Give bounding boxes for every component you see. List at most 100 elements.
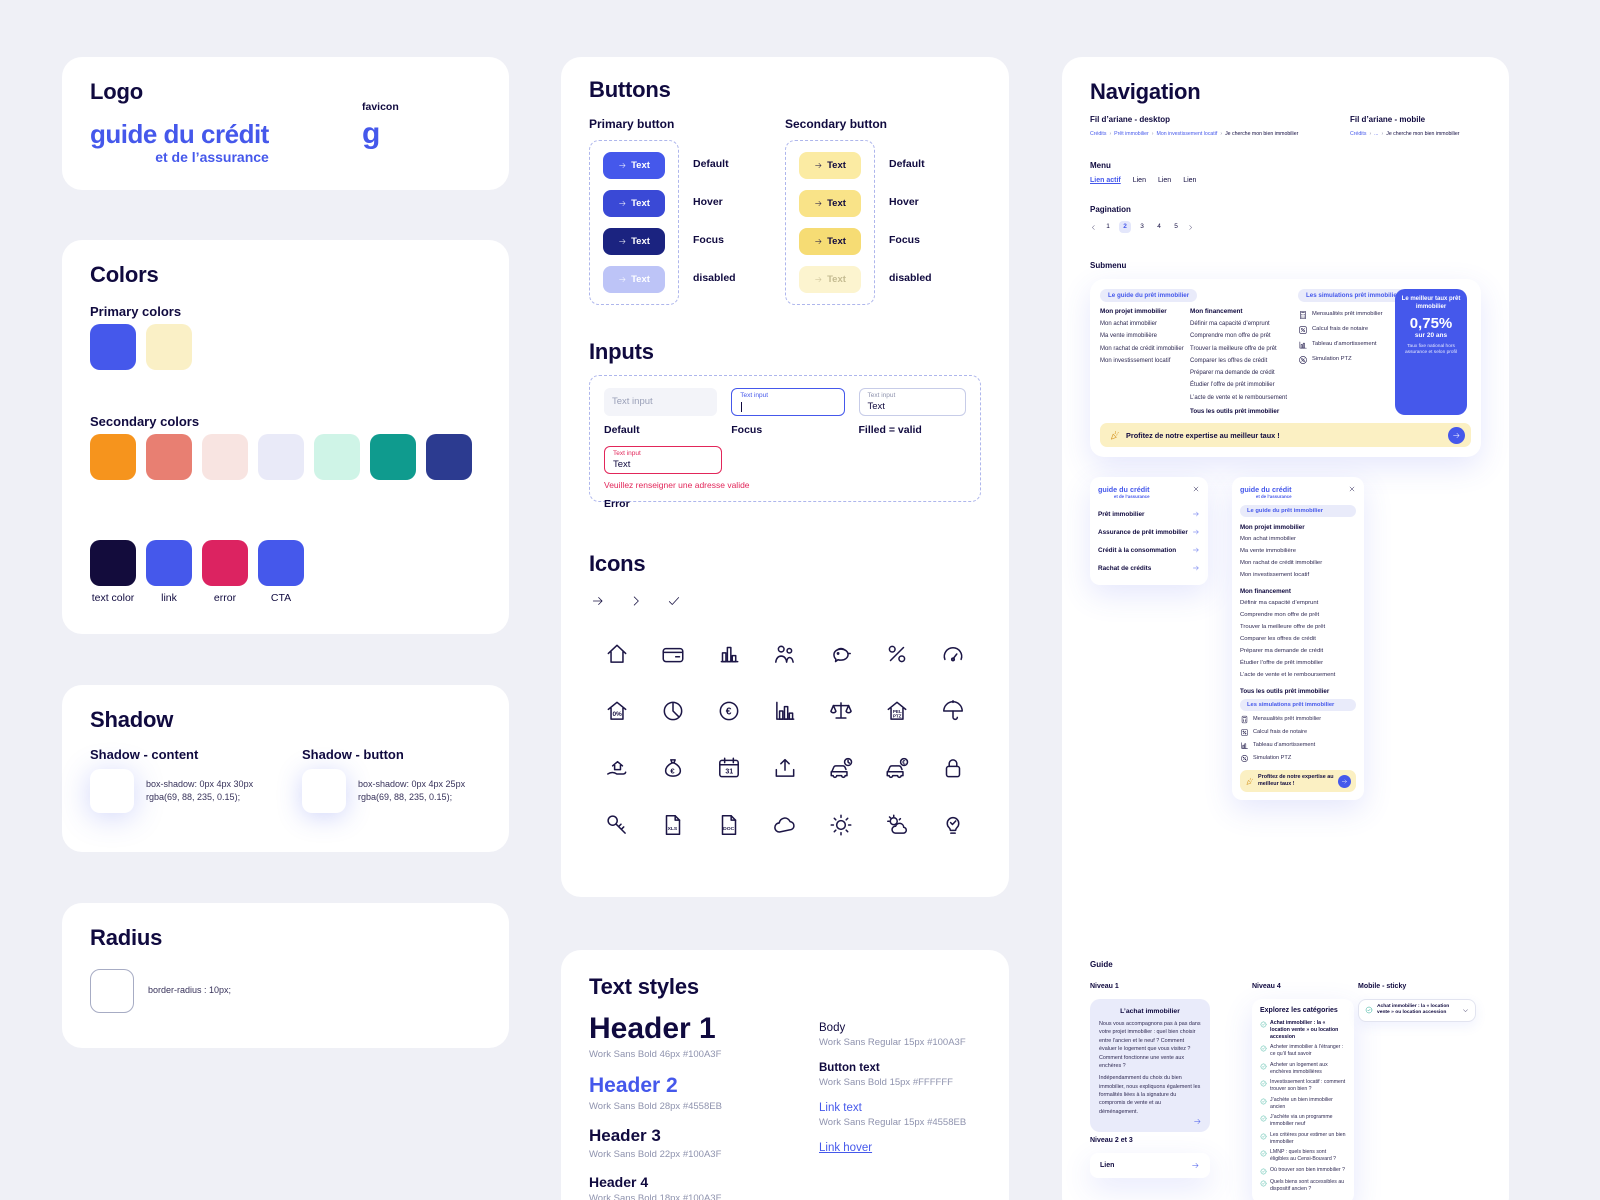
mobile-sim-link[interactable]: Simulation PTZ [1240,754,1356,763]
text-input-focus[interactable]: Text input [731,388,845,416]
pagination-page[interactable]: 3 [1140,223,1144,230]
menu-link[interactable]: Lien [1183,177,1197,184]
text-input-default[interactable]: Text input [604,388,718,416]
category-link[interactable]: Acheter immobilier à l’étranger : ce qu’… [1260,1044,1346,1058]
mobile-sticky-dropdown[interactable]: Achat immobilier : la « location vente »… [1358,999,1476,1022]
close-icon[interactable] [1192,485,1200,493]
chevron-down-icon[interactable] [1462,1007,1469,1014]
secondary-button-focus[interactable]: Text [799,228,861,255]
mobile-tools-link[interactable]: Tous les outils prêt immobilier [1240,688,1330,695]
guide-niveau1-card[interactable]: L’achat immobilier Nous vous accompagnon… [1090,999,1210,1133]
pagination-prev-icon[interactable] [1090,224,1097,231]
mobile-sim-link[interactable]: Tableau d’amortissement [1240,741,1356,750]
breadcrumb-link[interactable]: Je cherche mon bien immobilier [1217,131,1298,137]
category-link[interactable]: Où trouver son bien immobilier ? [1260,1167,1346,1175]
submenu-guide-pill[interactable]: Le guide du prêt immobilier [1100,289,1198,302]
mobile-menu-item[interactable]: Crédit à la consommation [1098,541,1200,559]
submenu-tools-link[interactable]: Tous les outils prêt immobilier [1190,408,1280,416]
menu-link[interactable]: Lien [1157,177,1172,184]
mobile-menu-link[interactable]: Trouver la meilleure offre de prêt [1240,624,1326,630]
submenu-link[interactable]: Mon achat immobilier [1100,321,1158,327]
breadcrumb-link[interactable]: Crédits [1090,131,1107,137]
mobile-menu-link[interactable]: Préparer ma demande de crédit [1240,648,1324,654]
mobile-cta-banner[interactable]: Profitez de notre expertise au meilleur … [1240,770,1356,793]
cta-banner[interactable]: Profitez de notre expertise au meilleur … [1100,423,1471,448]
mobile-menu-link[interactable]: Mon rachat de crédit immobilier [1240,560,1323,566]
breadcrumb-link[interactable]: Mon investissement locatif [1149,131,1218,137]
category-link[interactable]: Quels biens sont accessibles au disposit… [1260,1179,1346,1193]
best-rate-promo-card[interactable]: Le meilleur taux prêt immobilier 0,75% s… [1395,289,1467,416]
category-link[interactable]: Investissement locatif : comment trouver… [1260,1079,1346,1093]
pagination-page[interactable]: 4 [1157,223,1161,230]
breadcrumb-link[interactable]: Prêt immobilier [1106,131,1149,137]
mobile-menu-link[interactable]: Ma vente immobilière [1240,548,1296,554]
submenu-link[interactable]: Mon investissement locatif [1100,357,1171,364]
text-input-filled[interactable]: Text input Text [858,388,966,416]
submenu-link[interactable]: Trouver la meilleure offre de prêt [1190,345,1277,352]
mobile-guide-pill[interactable]: Le guide du prêt immobilier [1240,505,1356,517]
submenu-link[interactable]: L’acte de vente et le remboursement [1190,394,1288,401]
mobile-sim-link[interactable]: Calcul frais de notaire [1240,728,1356,737]
category-link[interactable]: Les critères pour estimer un bien immobi… [1260,1132,1346,1146]
category-link[interactable]: LMNP : quels biens sont éligibles au Cen… [1260,1149,1346,1163]
submenu-sim-link[interactable]: Tableau d’amortissement [1298,340,1389,350]
submenu-sim-link[interactable]: Mensualités prêt immobilier [1298,310,1389,320]
mobile-menu-link[interactable]: Définir ma capacité d’emprunt [1240,600,1319,606]
input-floating-label: Text input [740,392,769,399]
arrow-right-icon[interactable] [1193,1117,1202,1126]
pagination-page[interactable]: 1 [1106,223,1110,230]
primary-button-focus[interactable]: Text [603,228,665,255]
guide-niveau23-card[interactable]: Lien [1090,1153,1210,1178]
mobile-menu-link[interactable]: Mon achat immobilier [1240,536,1296,542]
state-label: disabled [889,272,932,284]
submenu-link[interactable]: Comprendre mon offre de prêt [1190,333,1271,340]
mobile-menu-link[interactable]: Comparer les offres de crédit [1240,636,1316,642]
primary-button-hover[interactable]: Text [603,190,665,217]
input-state-label: Error [604,498,630,510]
submenu-link[interactable]: Définir ma capacité d’emprunt [1190,321,1270,327]
mobile-menu-link[interactable]: Mon investissement locatif [1240,572,1310,578]
mobile-menu-link[interactable]: Comprendre mon offre de prêt [1240,612,1320,618]
menu-link[interactable]: Lien actif [1090,177,1121,184]
text-input-error[interactable]: Text input Text [604,446,722,474]
close-icon[interactable] [1348,485,1356,493]
party-icon [1109,430,1120,441]
mobile-sim-pill[interactable]: Les simulations prêt immobilier [1240,699,1356,711]
submenu-link[interactable]: Comparer les offres de crédit [1190,357,1268,364]
submenu-sim-pill[interactable]: Les simulations prêt immobilier [1298,289,1408,302]
submenu-link[interactable]: Mon rachat de crédit immobilier [1100,345,1184,352]
mobile-menu-link[interactable]: Étudier l’offre de prêt immobilier [1240,660,1324,666]
submenu-sim-link[interactable]: Calcul frais de notaire [1298,325,1389,335]
breadcrumb-link[interactable]: Je cherche mon bien immobilier [1379,131,1459,137]
secondary-button-hover[interactable]: Text [799,190,861,217]
niveau23-label: Niveau 2 et 3 [1090,1137,1133,1144]
cta-banner-arrow-button[interactable] [1448,426,1465,444]
breadcrumb-link[interactable]: Crédits [1350,131,1367,137]
link-hover-sample[interactable]: Link hover [819,1142,873,1154]
menu-link[interactable]: Lien [1132,177,1146,184]
header1-sample: Header 1 [589,1012,716,1045]
breadcrumb-link[interactable]: ... [1366,131,1378,137]
secondary-button-default[interactable]: Text [799,152,861,179]
submenu-link[interactable]: Préparer ma demande de crédit [1190,370,1275,377]
category-link[interactable]: J’achète via un programme immobilier neu… [1260,1114,1346,1128]
pagination-page[interactable]: 5 [1174,223,1178,230]
mobile-menu-item[interactable]: Assurance de prêt immobilier [1098,523,1200,541]
submenu-link[interactable]: Étudier l’offre de prêt immobilier [1190,382,1275,389]
mobile-menu-link[interactable]: L’acte de vente et le remboursement [1240,672,1336,678]
submenu-link[interactable]: Ma vente immobilière [1100,333,1158,340]
pagination-page[interactable]: 2 [1119,221,1131,233]
submenu-sim-link[interactable]: Simulation PTZ [1298,355,1389,365]
link-text-sample[interactable]: Link text [819,1102,862,1114]
pagination-next-icon[interactable] [1187,224,1194,231]
category-link[interactable]: Achat immobilier : la « location vente »… [1260,1020,1346,1040]
primary-button-default[interactable]: Text [603,152,665,179]
shadow-button-label: Shadow - button [302,747,404,762]
inline-icons [591,594,681,608]
mobile-menu-item[interactable]: Rachat de crédits [1098,559,1200,577]
mobile-menu-item[interactable]: Prêt immobilier [1098,505,1200,523]
mobile-sim-link[interactable]: Mensualités prêt immobilier [1240,715,1356,724]
category-link[interactable]: Acheter un logement aux enchères immobil… [1260,1062,1346,1076]
category-link[interactable]: J’achète un bien immobilier ancien [1260,1097,1346,1111]
mobile-cta-arrow-button[interactable] [1338,774,1351,788]
